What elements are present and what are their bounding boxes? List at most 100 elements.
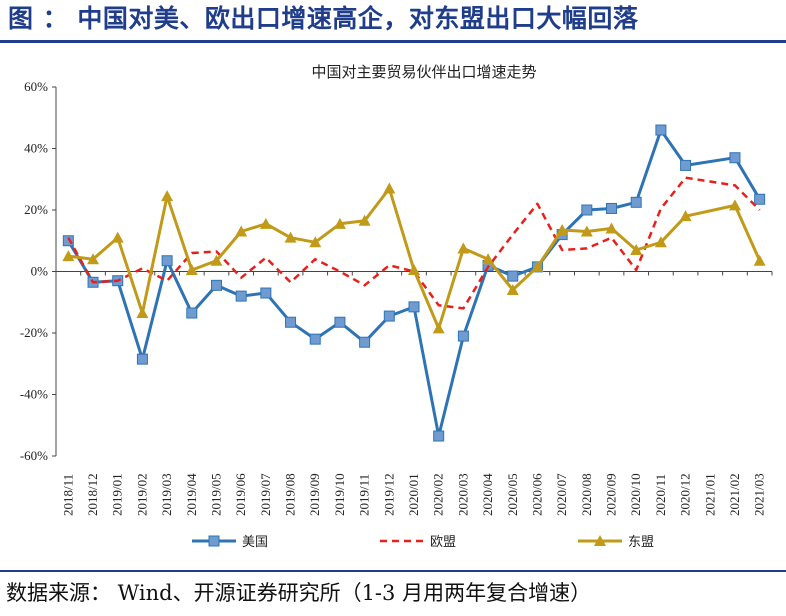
x-tick-label: 2019/01	[110, 473, 125, 516]
legend-marker-square	[208, 535, 220, 547]
data-point-square	[457, 330, 469, 342]
data-point-square	[186, 307, 198, 319]
data-point-triangle	[333, 217, 346, 229]
data-point-triangle	[753, 254, 766, 266]
y-tick-label: -40%	[20, 387, 48, 402]
x-tick-label: 2019/12	[381, 473, 396, 516]
y-tick-label: 0%	[31, 264, 49, 279]
data-point-square	[210, 279, 222, 291]
chart-svg: 中国对主要贸易伙伴出口增速走势 -60%-40%-20%0%20%40%60% …	[20, 63, 773, 550]
data-point-triangle	[482, 253, 495, 265]
x-tick-label: 2020/11	[653, 474, 668, 516]
x-tick-label: 2020/07	[554, 473, 569, 516]
x-tick-label: 2019/03	[159, 473, 174, 516]
y-tick-label: -60%	[20, 448, 48, 463]
data-point-square	[62, 235, 74, 247]
legend-marker-triangle	[594, 535, 606, 546]
data-point-square	[334, 316, 346, 328]
x-tick-label: 2019/08	[283, 473, 298, 516]
legend-label-3: 东盟	[628, 535, 654, 550]
data-point-triangle	[556, 223, 569, 235]
data-point-triangle	[111, 231, 124, 243]
series-line-3	[68, 187, 762, 330]
data-point-square	[309, 333, 321, 345]
x-tick-label: 2021/01	[702, 473, 717, 516]
x-tick-label: 2019/07	[258, 473, 273, 516]
data-point-square	[507, 270, 519, 282]
data-point-square	[680, 159, 692, 171]
data-point-square	[729, 152, 741, 164]
x-tick-label: 2020/06	[529, 473, 544, 516]
x-tick-label: 2020/01	[406, 473, 421, 516]
x-tick-label: 2019/06	[233, 473, 248, 516]
data-point-square	[655, 124, 667, 136]
y-tick-label: 20%	[24, 202, 48, 217]
data-point-triangle	[235, 225, 248, 237]
x-tick-label: 2020/12	[678, 473, 693, 516]
data-point-square	[754, 193, 766, 205]
data-point-triangle	[679, 210, 692, 222]
y-tick-label: -20%	[20, 325, 48, 340]
x-tick-label: 2019/05	[208, 473, 223, 516]
x-tick-label: 2020/05	[505, 473, 520, 516]
data-point-triangle	[62, 250, 75, 262]
x-tick-label: 2021/02	[727, 473, 742, 516]
legend-label-2: 欧盟	[430, 535, 456, 550]
x-tick-label: 2019/04	[184, 473, 199, 516]
x-tick-label: 2020/09	[604, 473, 619, 516]
x-tick-label: 2019/09	[307, 473, 322, 516]
data-point-triangle	[630, 243, 643, 255]
data-point-triangle	[358, 214, 371, 226]
source-note: 数据来源： Wind、开源证券研究所（1-3 月用两年复合增速）	[6, 581, 592, 605]
data-point-square	[285, 316, 297, 328]
data-point-triangle	[728, 199, 741, 211]
y-tick-label: 40%	[24, 141, 48, 156]
series-line-2	[67, 176, 761, 310]
data-point-triangle	[580, 225, 593, 237]
x-tick-label: 2018/11	[60, 474, 75, 516]
data-point-triangle	[383, 182, 396, 194]
data-point-triangle	[654, 236, 667, 248]
x-tick-label: 2020/04	[480, 473, 495, 516]
data-point-square	[581, 204, 593, 216]
data-point-square	[161, 255, 173, 267]
data-point-triangle	[506, 283, 519, 295]
data-point-triangle	[531, 260, 544, 272]
data-point-triangle	[259, 217, 272, 229]
data-point-square	[260, 287, 272, 299]
series-line-1	[67, 128, 761, 438]
x-tick-label: 2019/11	[357, 474, 372, 516]
footer-rule	[0, 570, 786, 572]
data-point-triangle	[457, 242, 470, 254]
chart-title: 中国对主要贸易伙伴出口增速走势	[311, 63, 536, 81]
data-point-triangle	[87, 253, 100, 265]
data-point-triangle	[605, 222, 618, 234]
data-point-triangle	[185, 263, 198, 275]
data-point-triangle	[161, 190, 174, 202]
x-tick-label: 2020/03	[455, 473, 470, 516]
data-point-triangle	[432, 322, 445, 334]
x-tick-label: 2020/02	[431, 473, 446, 516]
data-point-square	[136, 353, 148, 365]
data-point-square	[433, 430, 445, 442]
header-rule	[0, 40, 786, 43]
x-tick-label: 2020/08	[579, 473, 594, 516]
data-point-triangle	[136, 307, 149, 319]
data-point-square	[383, 310, 395, 322]
data-point-triangle	[408, 263, 420, 275]
data-point-triangle	[284, 231, 297, 243]
legend-label-1: 美国	[242, 535, 268, 550]
x-tick-label: 2021/03	[752, 473, 767, 516]
data-point-square	[630, 196, 642, 208]
data-point-triangle	[309, 236, 322, 248]
x-tick-label: 2018/12	[85, 473, 100, 516]
data-point-square	[606, 202, 618, 214]
data-point-square	[359, 336, 371, 348]
x-tick-label: 2019/02	[134, 473, 149, 516]
x-tick-label: 2020/10	[628, 473, 643, 516]
data-point-triangle	[210, 254, 223, 266]
headline-title: 图 ： 中国对美、欧出口增速高企，对东盟出口大幅回落	[8, 4, 639, 33]
data-point-square	[235, 290, 247, 302]
x-tick-label: 2019/10	[332, 473, 347, 516]
y-tick-label: 60%	[24, 79, 48, 94]
